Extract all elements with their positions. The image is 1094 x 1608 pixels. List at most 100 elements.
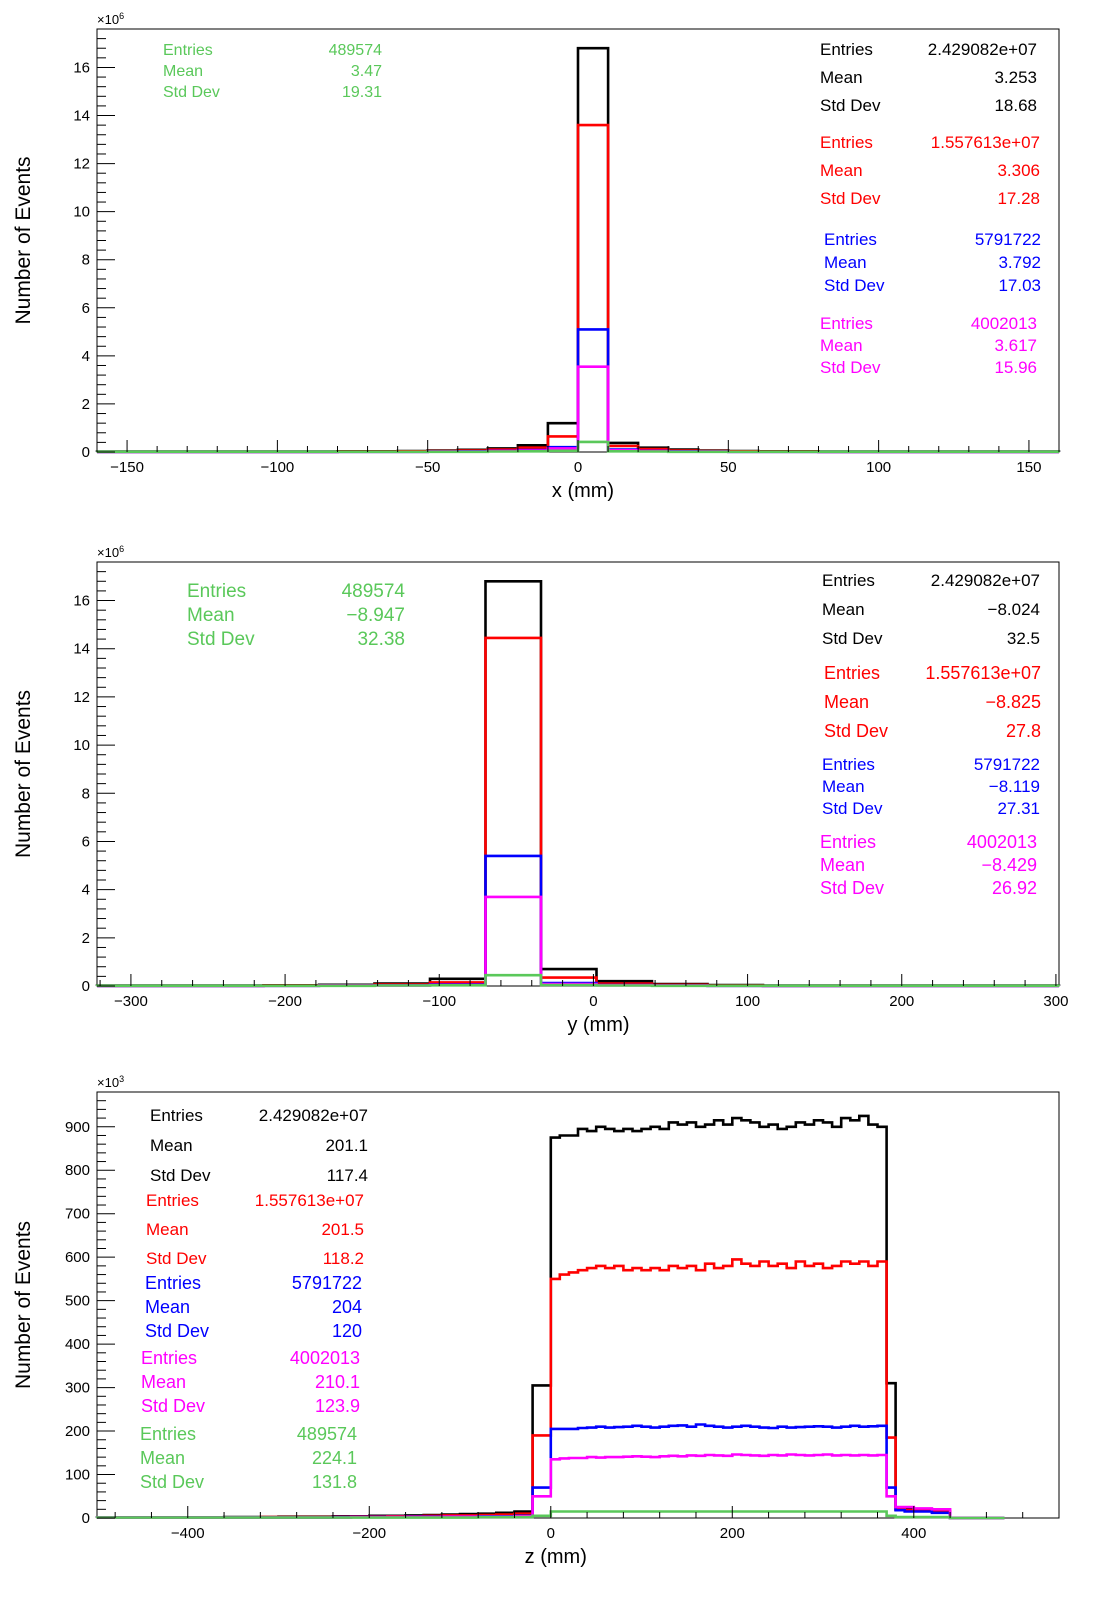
stats-value: 2.429082e+07 [259,1106,368,1125]
stats-value: 210.1 [315,1372,360,1392]
stats-value: 5791722 [974,755,1040,774]
stats-value: 3.306 [997,161,1040,180]
stats-label: Std Dev [163,84,220,101]
stats-box-blue: Entries 5791722 Mean 3.792 Std Dev 17.03 [824,230,1041,295]
x-axis-title: z (mm) [525,1546,587,1568]
stats-label: Std Dev [145,1321,209,1341]
stats-label: Std Dev [824,721,888,741]
y-tick-label: 900 [65,1119,90,1136]
stats-label: Std Dev [822,799,883,818]
y-tick-label: 400 [65,1336,90,1353]
stats-label: Std Dev [140,1472,204,1492]
x-tick-label: −200 [352,1525,386,1542]
y-tick-label: 200 [65,1423,90,1440]
stats-label: Mean [163,63,203,80]
x-tick-label: −300 [114,993,148,1010]
stats-label: Entries [146,1191,199,1210]
stats-value: 5791722 [975,230,1041,249]
y-tick-label: 12 [73,156,90,173]
x-tick-label: 300 [1043,993,1068,1010]
stats-value: 117.4 [327,1166,368,1185]
stats-value: −8.119 [989,777,1040,796]
stats-label: Entries [820,314,873,333]
stats-value: 489574 [342,581,406,602]
stats-label: Mean [150,1136,193,1155]
x-tick-label: −50 [415,459,440,476]
x-tick-label: 200 [720,1525,745,1542]
y-tick-label: 14 [73,641,90,658]
plot-frame [96,561,1060,987]
stats-value: 2.429082e+07 [931,571,1040,590]
x-tick-label: 50 [720,459,737,476]
stats-label: Entries [163,42,213,59]
stats-label: Std Dev [822,629,883,648]
stats-box-green: Entries 489574 Mean 224.1 Std Dev 131.8 [140,1424,357,1492]
stats-label: Entries [822,755,875,774]
stats-box-all: Entries 2.429082e+07 Mean −8.024 Std Dev 32.5 [822,571,1040,648]
stats-box-blue: Entries 5791722 Mean 204 Std Dev 120 [145,1273,362,1341]
stats-value: 17.28 [997,189,1040,208]
stats-label: Std Dev [187,629,255,650]
stats-label: Entries [145,1273,201,1293]
stats-label: Entries [820,832,876,852]
stats-value: 489574 [297,1424,357,1444]
y-tick-label: 800 [65,1162,90,1179]
stats-value: 3.253 [994,68,1037,87]
x-tick-label: −150 [110,459,144,476]
stats-label: Mean [145,1297,190,1317]
y-tick-label: 16 [73,593,90,610]
x-axis-title: y (mm) [567,1014,629,1036]
stats-label: Std Dev [150,1166,211,1185]
histogram-series-green [95,973,1061,988]
y-tick-label: 6 [82,300,90,317]
stats-value: 26.92 [992,878,1037,898]
y-tick-label: 4 [82,348,90,365]
stats-value: 15.96 [994,358,1037,377]
histogram-panel-2: −300 −200 −100 0 100 200 300 0 2 4 6 8 10 12 14 16 ×106 y… [12,544,1068,1036]
y-axis-title: Number of Events [12,690,35,858]
stats-value: 27.31 [997,799,1040,818]
stats-value: 123.9 [315,1396,360,1416]
stats-value: 32.5 [1007,629,1040,648]
stats-label: Entries [150,1106,203,1125]
y-tick-label: 700 [65,1206,90,1223]
stats-value: 1.557613e+07 [931,133,1040,152]
x-tick-label: 0 [574,459,582,476]
stats-label: Std Dev [820,358,881,377]
y-tick-label: 16 [73,59,90,76]
stats-label: Entries [820,40,873,59]
x-tick-label: −400 [171,1525,205,1542]
stats-value: 204 [332,1297,362,1317]
y-tick-label: 10 [73,204,90,221]
stats-box-blue: Entries 5791722 Mean −8.119 Std Dev 27.31 [822,755,1040,818]
x-tick-label: −100 [422,993,456,1010]
stats-box-red: Entries 1.557613e+07 Mean 201.5 Std Dev 118.2 [146,1191,364,1268]
stats-label: Std Dev [820,189,881,208]
y-tick-label: 100 [65,1467,90,1484]
stats-value: 4002013 [290,1348,360,1368]
stats-box-all: Entries 2.429082e+07 Mean 201.1 Std Dev 117.4 [150,1106,368,1185]
y-tick-label: 2 [82,930,90,947]
stats-label: Mean [146,1220,189,1239]
x-tick-label: 400 [901,1525,926,1542]
stats-box-magenta: Entries 4002013 Mean 3.617 Std Dev 15.96 [820,314,1037,377]
stats-label: Mean [820,855,865,875]
y-tick-label: 600 [65,1249,90,1266]
y-axis-exponent-power: 3 [119,1074,124,1084]
y-tick-label: 12 [73,689,90,706]
x-tick-label: 100 [866,459,891,476]
stats-value: 2.429082e+07 [928,40,1037,59]
stats-label: Entries [187,581,246,602]
stats-value: 1.557613e+07 [255,1191,364,1210]
x-tick-label: −100 [260,459,294,476]
y-axis-exponent-power: 6 [119,11,124,21]
y-axis-exponent: ×106 [97,544,124,560]
y-tick-label: 10 [73,737,90,754]
stats-label: Entries [140,1424,196,1444]
stats-box-all: Entries 2.429082e+07 Mean 3.253 Std Dev 18.68 [820,40,1037,115]
histogram-panel-1: −150 −100 −50 0 50 100 150 0 2 4 6 8 10 12 14 16 ×106 x (… [12,11,1061,502]
stats-label: Entries [820,133,873,152]
x-tick-label: 150 [1016,459,1041,476]
stats-box-red: Entries 1.557613e+07 Mean −8.825 Std Dev 27.8 [824,663,1041,741]
y-tick-label: 4 [82,882,90,899]
